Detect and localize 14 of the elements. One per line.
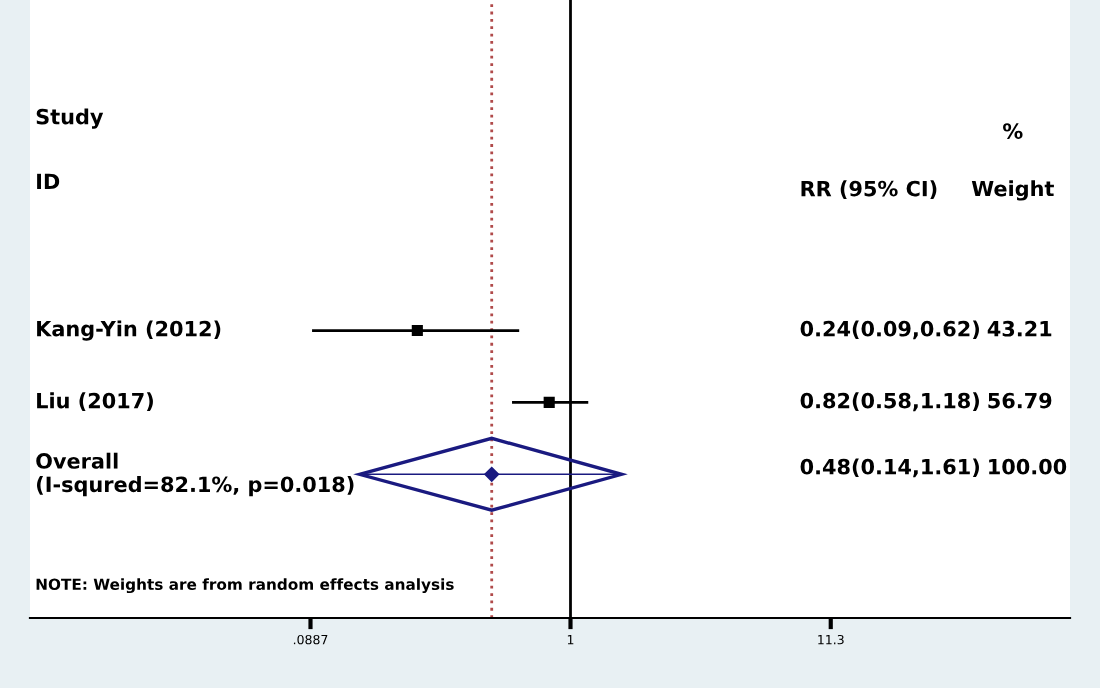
y-tick-label: Overall (I-squred=82.1%, p=0.018) (36, 452, 354, 497)
y-tick-label: Liu (2017) (37, 392, 153, 411)
text: Study (36, 108, 104, 129)
text: Weight (971, 180, 1054, 201)
text: 0.82(0.58,1.18) (800, 392, 979, 412)
text: ID (37, 173, 60, 189)
text: % (1003, 123, 1023, 139)
text: 0.48(0.14,1.61) (800, 458, 979, 478)
annotation: 43.21 (987, 320, 1052, 337)
text: 0.24(0.09,0.62) (800, 320, 979, 340)
annotation: 100.00 (989, 458, 1067, 475)
annotation: 56.79 (988, 392, 1052, 409)
y-tick-label: Kang-Yin (2012) (37, 320, 221, 341)
text: RR (95% CI) (801, 180, 937, 199)
